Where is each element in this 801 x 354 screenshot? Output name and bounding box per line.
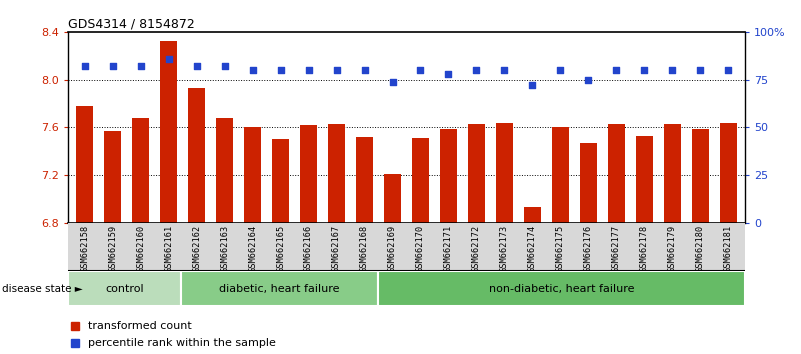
Text: GSM662162: GSM662162	[192, 224, 201, 272]
Text: GSM662164: GSM662164	[248, 224, 257, 272]
Bar	[552, 127, 569, 223]
Text: non-diabetic, heart failure: non-diabetic, heart failure	[489, 284, 634, 293]
Bar	[244, 127, 261, 223]
Point	[610, 67, 622, 73]
Text: GDS4314 / 8154872: GDS4314 / 8154872	[68, 18, 195, 31]
Text: GSM662167: GSM662167	[332, 224, 341, 272]
Text: GSM662160: GSM662160	[136, 224, 145, 272]
Point	[442, 71, 455, 77]
Bar	[412, 138, 429, 223]
Bar	[378, 271, 745, 306]
Text: GSM662181: GSM662181	[723, 224, 733, 272]
Bar	[664, 124, 681, 223]
Bar	[524, 207, 541, 223]
Point	[358, 67, 371, 73]
Text: GSM662175: GSM662175	[556, 224, 565, 272]
Text: percentile rank within the sample: percentile rank within the sample	[88, 338, 276, 348]
Bar	[496, 123, 513, 223]
Text: GSM662163: GSM662163	[220, 224, 229, 272]
Point	[330, 67, 343, 73]
Bar	[181, 271, 378, 306]
Text: disease state ►: disease state ►	[2, 284, 83, 293]
Point	[414, 67, 427, 73]
Point	[638, 67, 650, 73]
Text: GSM662165: GSM662165	[276, 224, 285, 272]
Text: diabetic, heart failure: diabetic, heart failure	[219, 284, 340, 293]
Bar	[356, 137, 373, 223]
Text: GSM662166: GSM662166	[304, 224, 313, 272]
Bar	[440, 129, 457, 223]
Bar	[328, 124, 345, 223]
Point	[78, 63, 91, 69]
Point	[694, 67, 706, 73]
Bar	[608, 124, 625, 223]
Text: GSM662177: GSM662177	[612, 224, 621, 272]
Bar	[68, 271, 181, 306]
Text: GSM662172: GSM662172	[472, 224, 481, 272]
Text: GSM662169: GSM662169	[388, 224, 397, 272]
Point	[722, 67, 735, 73]
Bar	[580, 143, 597, 223]
Point	[107, 63, 119, 69]
Text: GSM662158: GSM662158	[80, 224, 90, 272]
Text: GSM662161: GSM662161	[164, 224, 173, 272]
Bar	[216, 118, 233, 223]
Bar	[104, 131, 121, 223]
Point	[135, 63, 147, 69]
Point	[191, 63, 203, 69]
Text: GSM662178: GSM662178	[640, 224, 649, 272]
Bar	[76, 106, 93, 223]
Bar	[720, 123, 737, 223]
Bar	[132, 118, 149, 223]
Text: transformed count: transformed count	[88, 321, 192, 331]
Text: GSM662174: GSM662174	[528, 224, 537, 272]
Point	[470, 67, 483, 73]
Point	[246, 67, 259, 73]
Point	[302, 67, 315, 73]
Bar	[384, 174, 401, 223]
Bar	[160, 41, 177, 223]
Text: control: control	[105, 284, 144, 293]
Bar	[300, 125, 317, 223]
Text: GSM662179: GSM662179	[668, 224, 677, 272]
Bar	[468, 124, 485, 223]
Bar	[188, 88, 205, 223]
Text: GSM662168: GSM662168	[360, 224, 369, 272]
Text: GSM662180: GSM662180	[696, 224, 705, 272]
Bar	[272, 139, 289, 223]
Text: GSM662159: GSM662159	[108, 224, 117, 272]
Point	[554, 67, 567, 73]
Point	[526, 82, 539, 88]
Text: GSM662171: GSM662171	[444, 224, 453, 272]
Point	[163, 56, 175, 62]
Point	[219, 63, 231, 69]
Bar	[636, 136, 653, 223]
Point	[274, 67, 287, 73]
Point	[386, 79, 399, 84]
Point	[666, 67, 678, 73]
Text: GSM662170: GSM662170	[416, 224, 425, 272]
Bar	[692, 129, 709, 223]
Text: GSM662173: GSM662173	[500, 224, 509, 272]
Point	[582, 77, 594, 82]
Text: GSM662176: GSM662176	[584, 224, 593, 272]
Point	[498, 67, 511, 73]
